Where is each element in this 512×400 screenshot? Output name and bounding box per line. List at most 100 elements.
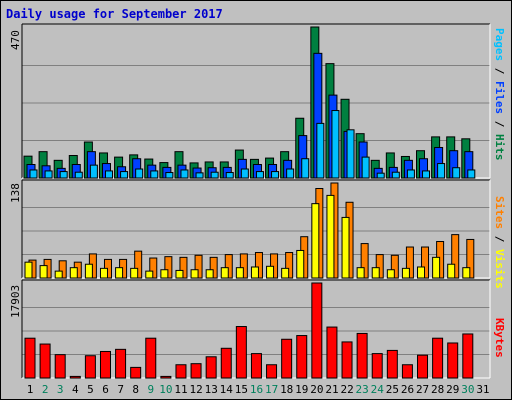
visits-bar xyxy=(84,263,93,279)
day-label: 4 xyxy=(72,383,79,396)
day-label: 23 xyxy=(356,383,369,396)
kbytes-bar xyxy=(371,353,383,379)
visits-bar xyxy=(311,203,320,279)
visits-bar xyxy=(371,267,380,279)
visits-bar xyxy=(266,265,275,279)
kbytes-bar xyxy=(250,353,262,379)
pages-bar xyxy=(391,171,400,179)
day-label: 26 xyxy=(401,383,414,396)
day-label: 24 xyxy=(371,383,385,396)
visits-bar xyxy=(432,256,441,279)
pages-bar xyxy=(467,169,476,179)
pages-bar xyxy=(316,122,325,179)
visits-bar xyxy=(401,267,410,279)
visits-bar xyxy=(69,267,78,279)
kbytes-bar xyxy=(24,337,36,379)
visits-bar xyxy=(281,267,290,279)
pages-bar xyxy=(240,168,249,179)
day-label: 20 xyxy=(310,383,323,396)
pages-bar xyxy=(150,170,159,179)
day-label: 2 xyxy=(42,383,49,396)
pages-bar xyxy=(361,156,370,179)
pages-bar xyxy=(376,172,385,179)
pages-bar xyxy=(271,171,280,179)
day-label: 14 xyxy=(220,383,234,396)
kbytes-bar xyxy=(341,341,353,379)
kbytes-bar xyxy=(220,347,232,379)
pages-bar xyxy=(301,158,310,179)
kbytes-bar xyxy=(296,335,308,379)
visits-bar xyxy=(39,265,48,279)
pages-bar xyxy=(89,164,98,179)
kbytes-bar xyxy=(145,337,157,379)
graph-title: Daily usage for September 2017 xyxy=(6,7,223,21)
pages-bar xyxy=(437,163,446,179)
pages-bar xyxy=(210,171,219,179)
pages-bar xyxy=(120,171,129,179)
kbytes-bar xyxy=(235,326,247,379)
kbytes-bar xyxy=(266,364,278,379)
kbytes-bar xyxy=(417,354,429,379)
kbytes-bar xyxy=(175,364,187,379)
day-label: 30 xyxy=(461,383,474,396)
day-label: 3 xyxy=(57,383,64,396)
day-label: 31 xyxy=(476,383,489,396)
visits-bar xyxy=(447,263,456,279)
visits-bar xyxy=(356,267,365,279)
visits-bar xyxy=(115,267,124,279)
kbytes-bar xyxy=(99,350,111,379)
kbytes-bar xyxy=(326,326,338,379)
visits-bar xyxy=(160,269,169,279)
kbytes-bar xyxy=(281,338,293,379)
visits-bar xyxy=(190,269,199,279)
pages-bar xyxy=(346,129,355,179)
visits-bar xyxy=(326,194,335,279)
day-label: 16 xyxy=(250,383,263,396)
pages-bar xyxy=(406,169,415,179)
day-label: 12 xyxy=(189,383,202,396)
kbytes-bar xyxy=(462,333,474,379)
visits-bar xyxy=(250,266,259,279)
visits-bar xyxy=(220,267,229,279)
pages-bar xyxy=(135,168,144,179)
hits-files-pages-panel xyxy=(22,24,490,178)
kbytes-bar xyxy=(190,363,202,379)
visits-bar xyxy=(235,267,244,279)
visits-bar xyxy=(54,270,63,279)
day-label: 6 xyxy=(102,383,109,396)
pages-bar xyxy=(195,172,204,179)
pages-bar xyxy=(74,171,83,179)
visits-bar xyxy=(175,269,184,279)
day-label: 27 xyxy=(416,383,429,396)
day-label: 17 xyxy=(265,383,278,396)
kbytes-bar xyxy=(356,332,368,379)
day-label: 8 xyxy=(132,383,139,396)
pages-bar xyxy=(44,170,53,179)
day-label: 18 xyxy=(280,383,293,396)
kbytes-bar xyxy=(39,343,51,379)
pages-bar xyxy=(286,168,295,179)
visits-bar xyxy=(341,216,350,279)
day-label: 21 xyxy=(325,383,338,396)
kbytes-bar xyxy=(69,375,81,379)
kbytes-bar xyxy=(130,366,142,379)
visits-bar xyxy=(145,270,154,279)
pages-bar xyxy=(331,110,340,179)
day-label: 11 xyxy=(174,383,187,396)
day-label: 1 xyxy=(27,383,34,396)
day-label: 5 xyxy=(87,383,94,396)
day-label: 29 xyxy=(446,383,459,396)
day-label: 7 xyxy=(117,383,124,396)
kbytes-bar xyxy=(401,364,413,379)
kbytes-bar xyxy=(432,337,444,379)
visits-bar xyxy=(205,269,214,279)
day-label: 10 xyxy=(159,383,172,396)
visits-bar xyxy=(462,267,471,279)
pages-bar xyxy=(29,169,38,179)
pages-bar xyxy=(59,171,68,179)
kbytes-bar xyxy=(311,282,323,379)
kbytes-bar xyxy=(84,355,96,379)
kbytes-bar xyxy=(205,356,217,379)
day-label: 9 xyxy=(148,383,155,396)
